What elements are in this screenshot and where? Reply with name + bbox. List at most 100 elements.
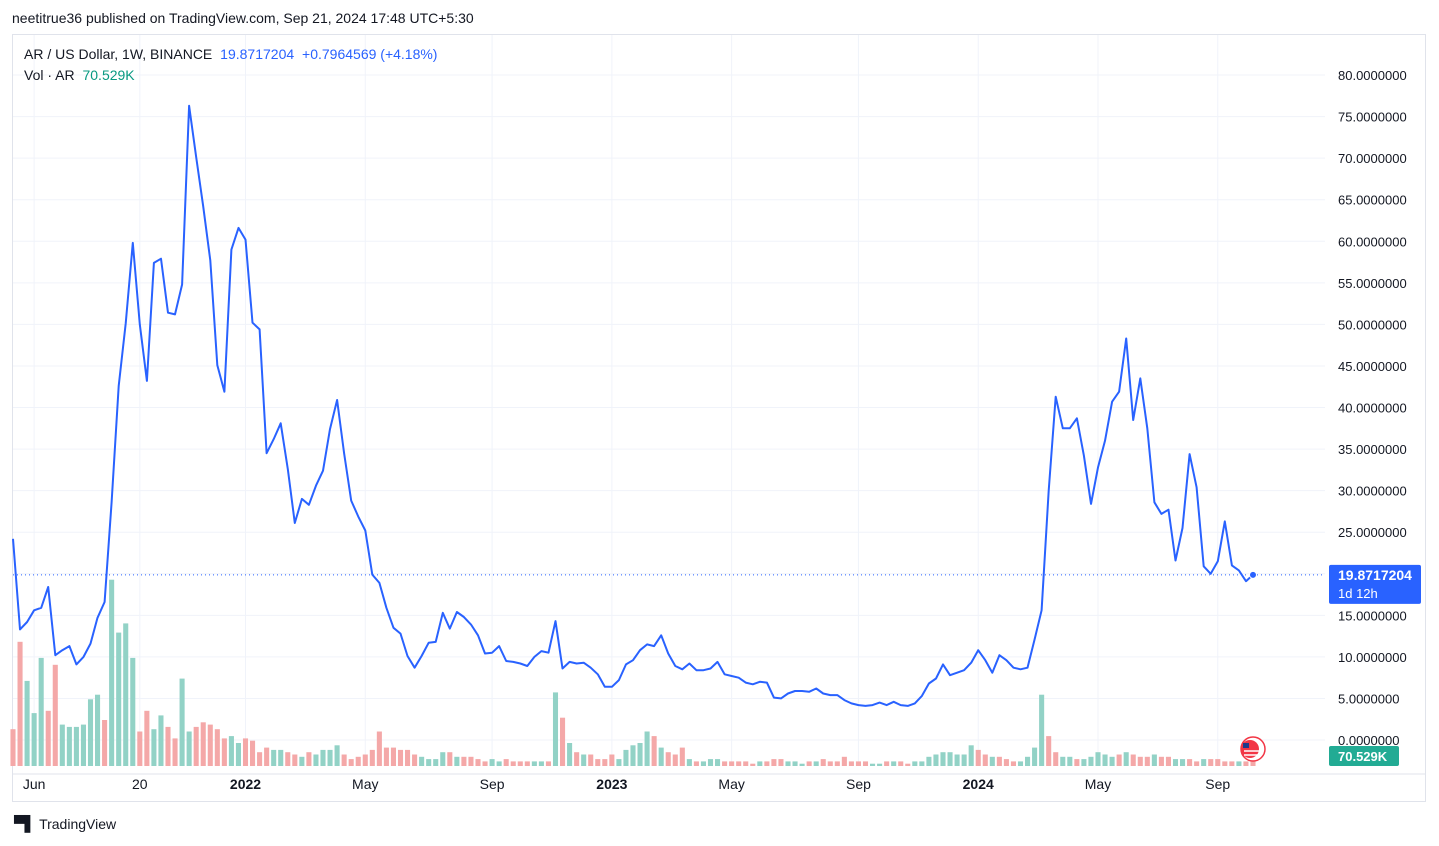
time-tick-label: 2024 xyxy=(963,776,994,792)
volume-bar xyxy=(1003,759,1009,766)
volume-bar xyxy=(686,759,692,766)
volume-bar xyxy=(905,763,911,766)
volume-bar xyxy=(813,761,819,766)
volume-bar xyxy=(538,761,544,766)
volume-bar xyxy=(679,747,685,766)
volume-bar xyxy=(1123,752,1129,766)
volume-bar xyxy=(524,761,530,766)
volume-bar xyxy=(369,749,375,766)
volume-bar xyxy=(235,743,241,766)
volume-bar xyxy=(475,759,481,766)
volume-bar xyxy=(285,752,291,766)
volume-bar xyxy=(123,623,129,766)
volume-bar xyxy=(665,752,671,766)
volume-bar xyxy=(588,754,594,766)
volume-bar xyxy=(454,756,460,766)
volume-histogram xyxy=(10,579,1256,766)
volume-bar xyxy=(355,756,361,766)
volume-bar xyxy=(1046,736,1052,766)
volume-bar xyxy=(1151,754,1157,766)
volume-bar xyxy=(743,761,749,766)
volume-bar xyxy=(376,731,382,766)
volume-bar xyxy=(961,754,967,766)
volume-bar xyxy=(862,761,869,766)
volume-bar xyxy=(1032,747,1038,766)
volume-bar xyxy=(214,729,220,766)
volume-legend[interactable]: Vol · AR 70.529K xyxy=(24,67,139,83)
volume-bar xyxy=(1158,756,1164,766)
chart-frame[interactable] xyxy=(12,34,1426,802)
volume-bar xyxy=(264,747,270,766)
price-tick-label: 65.0000000 xyxy=(1338,193,1407,208)
price-series xyxy=(12,104,1325,762)
volume-bar xyxy=(250,740,256,766)
volume-bar xyxy=(1250,761,1256,766)
volume-bar xyxy=(560,717,566,766)
volume-bar xyxy=(510,761,516,766)
volume-bar xyxy=(207,724,213,766)
volume-bar xyxy=(503,759,509,766)
volume-badge-value: 70.529K xyxy=(1338,749,1388,764)
volume-bar xyxy=(1010,761,1016,766)
volume-bar xyxy=(179,678,185,766)
volume-bar xyxy=(700,761,706,766)
volume-bar xyxy=(426,759,432,766)
volume-bar xyxy=(827,761,833,766)
volume-bar xyxy=(306,752,312,766)
volume-bar xyxy=(320,749,326,766)
volume-bar xyxy=(200,722,206,766)
volume-bar xyxy=(841,756,847,766)
volume-bar xyxy=(271,749,277,766)
volume-bar xyxy=(898,761,904,766)
volume-bar xyxy=(947,752,953,766)
volume-bar xyxy=(1053,752,1059,766)
volume-bar xyxy=(292,754,298,766)
volume-bar xyxy=(975,749,981,766)
time-tick-label: Sep xyxy=(480,776,505,792)
volume-bar xyxy=(348,759,354,766)
volume-bar xyxy=(489,759,495,766)
volume-bar xyxy=(299,756,305,766)
volume-bar xyxy=(792,761,798,766)
volume-bar xyxy=(1074,759,1080,766)
volume-bar xyxy=(144,710,150,766)
volume-bar xyxy=(757,761,763,766)
volume-bar xyxy=(440,752,446,766)
volume-bar xyxy=(73,726,79,766)
volume-bar xyxy=(186,731,192,766)
volume-bar xyxy=(116,632,122,766)
price-tick-label: 30.0000000 xyxy=(1338,484,1407,499)
volume-bar xyxy=(1060,756,1066,766)
symbol-legend[interactable]: AR / US Dollar, 1W, BINANCE 19.8717204 +… xyxy=(24,46,441,62)
volume-bar xyxy=(45,710,51,766)
price-tick-label: 55.0000000 xyxy=(1338,276,1407,291)
volume-bar xyxy=(778,759,784,766)
volume-bar xyxy=(482,761,488,766)
volume-bar xyxy=(109,579,115,766)
volume-bar xyxy=(221,738,227,766)
volume-bar xyxy=(729,761,735,766)
time-tick-label: 2022 xyxy=(230,776,261,792)
volume-bar xyxy=(1201,759,1207,766)
volume-bar xyxy=(623,749,629,766)
volume-bar xyxy=(1208,759,1214,766)
volume-bar xyxy=(1243,761,1249,766)
tradingview-logo[interactable]: ▀▌ TradingView xyxy=(14,815,116,833)
time-tick-label: Sep xyxy=(1205,776,1230,792)
volume-bar xyxy=(672,754,678,766)
volume-bar xyxy=(52,664,58,766)
price-tick-label: 80.0000000 xyxy=(1338,68,1407,83)
volume-bar xyxy=(151,729,157,766)
price-tick-label: 60.0000000 xyxy=(1338,234,1407,249)
volume-bar xyxy=(1194,761,1200,766)
volume-bar xyxy=(707,759,714,766)
volume-bar xyxy=(17,641,23,766)
volume-bar xyxy=(834,761,840,766)
volume-bar xyxy=(1039,694,1045,766)
flag-icon xyxy=(1240,736,1266,762)
volume-bar xyxy=(1137,756,1143,766)
publish-caption: neetitrue36 published on TradingView.com… xyxy=(12,10,474,26)
volume-bar xyxy=(172,738,178,766)
symbol-description: AR / US Dollar, 1W, BINANCE xyxy=(24,46,213,62)
